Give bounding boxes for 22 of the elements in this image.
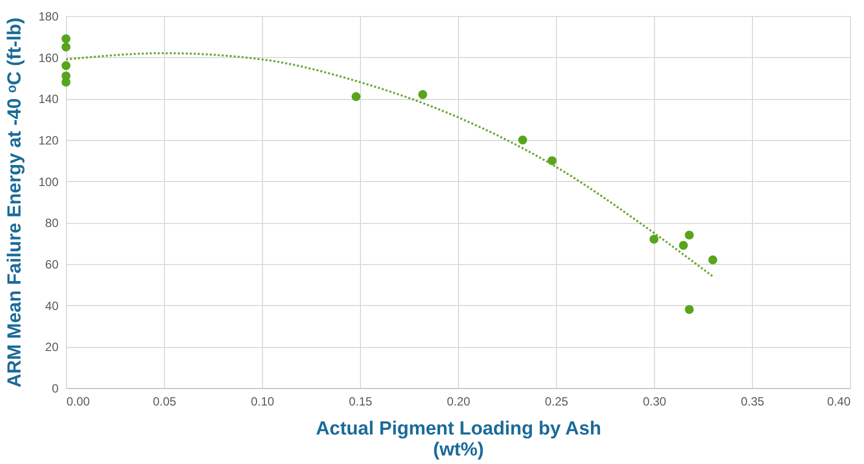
y-tick-label: 140	[38, 92, 59, 106]
x-tick-label: 0.35	[740, 394, 764, 408]
x-tick-label: 0.05	[152, 394, 176, 408]
x-tick-label: 0.40	[827, 394, 851, 408]
y-axis-title: ARM Mean Failure Energy at -40 ᵒC (ft-lb)	[4, 18, 26, 388]
x-tick-label: 0.10	[250, 394, 274, 408]
y-tick-label: 20	[45, 340, 59, 354]
line-series	[65, 52, 714, 278]
y-tick-label: 40	[45, 298, 59, 313]
x-tick-label: 0.30	[642, 394, 666, 408]
x-tick-label: 0.25	[544, 394, 568, 408]
y-tick-label: 60	[45, 258, 59, 272]
x-tick-label: 0.20	[446, 394, 470, 408]
y-tick-label: 180	[38, 10, 59, 24]
y-tick-label: 120	[38, 134, 59, 148]
y-tick-label: 0	[52, 382, 59, 396]
y-tick-label: 80	[45, 216, 59, 230]
x-axis-title: Actual Pigment Loading by Ash (wt%)	[316, 418, 602, 460]
x-tick-label: 0.15	[348, 394, 372, 408]
y-tick-label: 160	[38, 50, 59, 65]
y-tick-label: 100	[38, 174, 59, 189]
x-tick-label: 0.00	[66, 394, 90, 408]
